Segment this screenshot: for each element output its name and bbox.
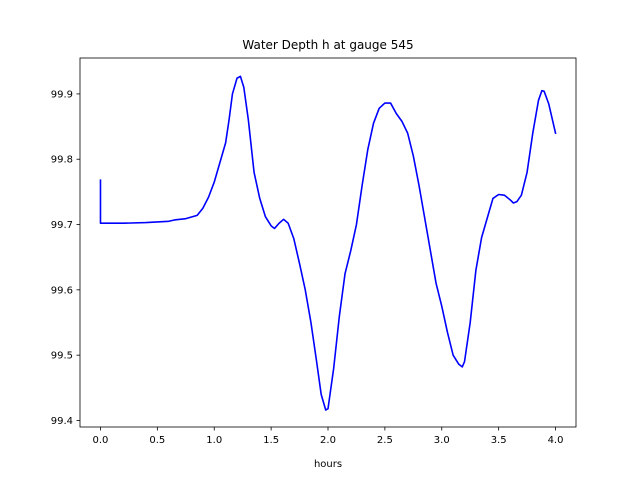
x-tick-label: 2.5 bbox=[377, 435, 393, 446]
y-tick-label: 99.4 bbox=[51, 416, 73, 427]
x-tick-label: 1.5 bbox=[263, 435, 279, 446]
y-tick-label: 99.5 bbox=[51, 351, 73, 362]
x-tick-label: 3.0 bbox=[434, 435, 450, 446]
x-axis: 0.0 0.5 1.0 1.5 2.0 2.5 3.0 3.5 4.0 bbox=[93, 427, 564, 446]
y-tick-label: 99.7 bbox=[51, 220, 73, 231]
y-tick-label: 99.9 bbox=[51, 89, 73, 100]
y-tick-label: 99.8 bbox=[51, 155, 73, 166]
x-tick-label: 0.0 bbox=[93, 435, 109, 446]
y-tick-label: 99.6 bbox=[51, 285, 73, 296]
x-tick-label: 4.0 bbox=[548, 435, 564, 446]
x-tick-label: 2.0 bbox=[320, 435, 336, 446]
y-axis: 99.4 99.5 99.6 99.7 99.8 99.9 bbox=[51, 89, 80, 427]
x-tick-label: 1.0 bbox=[206, 435, 222, 446]
chart-title: Water Depth h at gauge 545 bbox=[242, 38, 413, 52]
x-tick-label: 3.5 bbox=[491, 435, 507, 446]
series-line bbox=[99, 75, 557, 411]
x-tick-label: 0.5 bbox=[149, 435, 165, 446]
x-axis-label: hours bbox=[314, 459, 342, 470]
plot-area bbox=[99, 75, 557, 411]
